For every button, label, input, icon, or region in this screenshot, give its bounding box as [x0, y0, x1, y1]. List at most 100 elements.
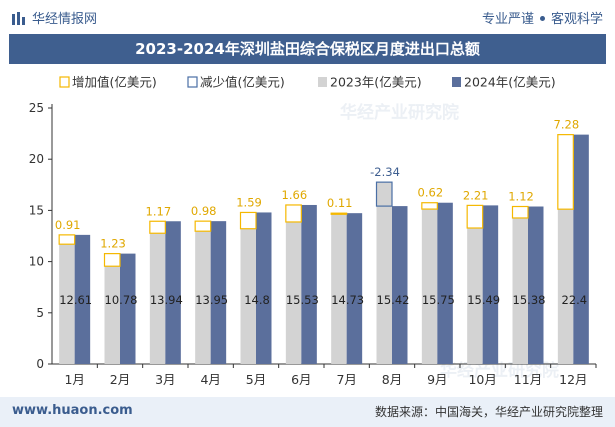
footer: www.huaon.com 数据来源：中国海关，华经产业研究院整理 — [0, 397, 615, 427]
bar-2023-3 — [149, 233, 166, 364]
bar-2023-12 — [557, 209, 574, 364]
tagline-right: 客观科学 — [550, 12, 603, 27]
legend-swatch-0 — [59, 76, 70, 88]
tagline-left: 专业严谨 — [481, 12, 534, 27]
bar-2023-11 — [512, 217, 528, 364]
increase-marker-11 — [511, 205, 529, 219]
x-tick-label-4: 4月 — [200, 372, 220, 387]
y-tick-label-4: 20 — [29, 152, 44, 166]
increase-marker-7 — [330, 212, 348, 215]
change-label-8: -2.34 — [370, 165, 400, 179]
bar-2023-9 — [421, 209, 438, 364]
value-label-2024-8: 15.42 — [377, 293, 410, 307]
legend-label-2: 2023年(亿美元) — [330, 75, 422, 90]
value-label-2024-12: 22.4 — [562, 293, 588, 307]
value-label-2024-5: 14.8 — [244, 293, 270, 307]
site-url[interactable]: www.huaon.com — [12, 403, 133, 418]
dot-separator-icon — [539, 16, 545, 21]
chart-title: 2023-2024年深圳盐田综合保税区月度进出口总额 — [135, 40, 480, 58]
legend-label-1: 减少值(亿美元) — [200, 75, 285, 90]
brand: 华经情报网 — [12, 8, 97, 27]
bar-2023-1 — [59, 244, 75, 364]
value-label-2024-9: 15.75 — [422, 293, 455, 307]
x-tick-label-6: 6月 — [291, 372, 311, 387]
bar-2023-6 — [285, 221, 302, 364]
change-label-4: 0.98 — [191, 204, 217, 218]
increase-marker-2 — [103, 253, 121, 267]
chart: 增加值(亿美元) 减少值(亿美元) 2023年(亿美元) 2024年(亿美元) 0 5 10… — [29, 75, 597, 387]
bar-2024-10 — [482, 205, 499, 364]
data-source: 数据来源：中国海关，华经产业研究院整理 — [374, 405, 603, 419]
bar-2024-12 — [573, 134, 589, 364]
change-label-1: 0.91 — [55, 218, 81, 232]
change-label-10: 2.21 — [463, 188, 489, 202]
change-label-12: 7.28 — [554, 118, 580, 132]
legend-swatch-2 — [318, 77, 327, 87]
increase-marker-6 — [285, 204, 302, 223]
bar-2024-3 — [165, 221, 181, 364]
top-bar: 华经情报网 专业严谨 客观科学 — [0, 0, 615, 34]
change-label-2: 1.23 — [100, 237, 126, 251]
y-tick-label-1: 5 — [36, 306, 44, 320]
increase-marker-1 — [58, 234, 76, 245]
increase-marker-10 — [466, 204, 484, 229]
x-tick-label-12: 12月 — [559, 372, 587, 387]
increase-marker-12 — [557, 134, 574, 210]
x-tick-label-9: 9月 — [427, 372, 447, 387]
value-label-2024-10: 15.49 — [467, 293, 500, 307]
change-label-6: 1.66 — [282, 188, 308, 202]
bar-2024-9 — [437, 202, 453, 364]
bar-2023-10 — [467, 228, 483, 364]
legend-swatch-3 — [452, 77, 461, 87]
bar-2024-8 — [392, 206, 408, 364]
bar-2024-4 — [210, 221, 227, 364]
x-tick-label-7: 7月 — [336, 372, 356, 387]
increase-marker-9 — [421, 202, 438, 210]
y-tick-label-5: 25 — [29, 101, 44, 115]
change-label-9: 0.62 — [418, 186, 444, 200]
legend-label-0: 增加值(亿美元) — [72, 75, 157, 90]
increase-marker-3 — [149, 220, 166, 234]
x-tick-label-10: 10月 — [468, 372, 496, 387]
x-tick-label-5: 5月 — [246, 372, 266, 387]
bar-2024-11 — [528, 206, 544, 364]
legend-label-3: 2024年(亿美元) — [464, 75, 556, 90]
x-tick-label-8: 8月 — [382, 372, 402, 387]
value-label-2024-6: 15.53 — [286, 293, 319, 307]
x-tick-label-2: 2月 — [110, 372, 130, 387]
bar-2024-2 — [120, 253, 136, 364]
increase-marker-5 — [239, 211, 257, 230]
bar-2024-5 — [256, 212, 272, 364]
change-label-5: 1.59 — [236, 195, 262, 209]
x-tick-label-1: 1月 — [64, 372, 84, 387]
legend-swatch-1 — [187, 76, 198, 88]
y-tick-label-0: 0 — [36, 357, 44, 371]
bar-2023-5 — [240, 228, 256, 364]
value-label-2024-11: 15.38 — [513, 293, 546, 307]
y-tick-label-2: 10 — [29, 255, 44, 269]
value-label-2024-2: 10.78 — [105, 293, 138, 307]
x-tick-label-11: 11月 — [514, 372, 542, 387]
bar-2023-2 — [104, 266, 120, 364]
x-tick-label-3: 3月 — [155, 372, 175, 387]
bar-2023-8 — [376, 182, 392, 364]
change-label-11: 1.12 — [508, 190, 534, 204]
decrease-marker-8 — [375, 181, 393, 207]
tagline: 专业严谨 客观科学 — [482, 8, 603, 27]
value-label-2024-1: 12.61 — [59, 293, 92, 307]
y-tick-label-3: 15 — [29, 203, 44, 217]
brand-name: 华经情报网 — [32, 12, 98, 27]
bar-2023-4 — [195, 231, 211, 364]
bar-2024-1 — [74, 234, 91, 364]
title-bar: 2023-2024年深圳盐田综合保税区月度进出口总额 — [9, 34, 606, 64]
change-label-3: 1.17 — [146, 204, 172, 218]
value-label-2024-4: 13.95 — [195, 293, 228, 307]
bar-2024-7 — [346, 213, 363, 364]
value-label-2024-3: 13.94 — [150, 293, 183, 307]
value-label-2024-7: 14.73 — [331, 293, 364, 307]
bar-chart-logo-icon — [12, 12, 25, 25]
increase-marker-4 — [194, 220, 212, 232]
change-label-7: 0.11 — [327, 196, 353, 210]
bar-2024-6 — [301, 204, 317, 364]
bar-2023-7 — [331, 214, 347, 364]
